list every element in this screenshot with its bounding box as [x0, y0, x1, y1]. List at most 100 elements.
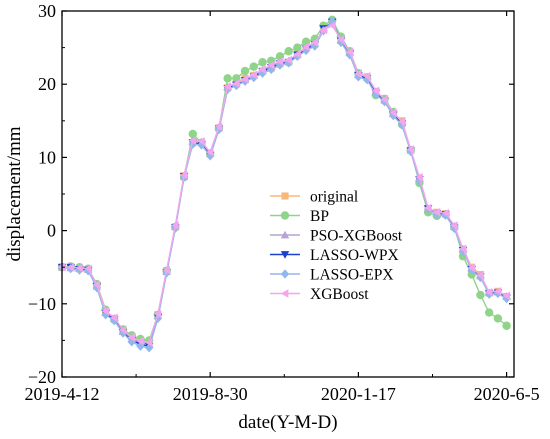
- data-point: [249, 70, 258, 79]
- data-point: [83, 264, 92, 273]
- data-point: [188, 139, 197, 149]
- data-point: [205, 148, 214, 157]
- data-point: [493, 287, 502, 296]
- data-point: [127, 333, 136, 342]
- x-tick-label: 2019-8-30: [173, 384, 248, 404]
- series-pso-xgboost: [57, 19, 511, 348]
- data-point: [197, 137, 205, 146]
- data-point: [415, 172, 423, 182]
- data-point: [240, 66, 250, 76]
- data-point: [319, 25, 327, 35]
- data-point: [258, 58, 267, 67]
- legend-item: LASSO-WPX: [270, 247, 399, 264]
- data-point: [249, 62, 258, 71]
- legend-label: LASSO-EPX: [310, 267, 394, 284]
- data-point: [223, 74, 232, 83]
- legend-item: XGBoost: [270, 286, 369, 303]
- data-point: [136, 341, 145, 351]
- series-original: [58, 18, 511, 347]
- data-point: [284, 55, 293, 65]
- data-point: [345, 47, 354, 57]
- data-point: [406, 145, 415, 154]
- legend-label: LASSO-WPX: [310, 247, 399, 264]
- data-point: [493, 314, 503, 323]
- y-tick-label: −20: [28, 367, 56, 387]
- series-line: [62, 20, 507, 348]
- legend-marker: [280, 211, 290, 220]
- data-point: [397, 117, 406, 126]
- data-point: [144, 338, 153, 347]
- data-point: [284, 47, 293, 56]
- data-point: [476, 290, 485, 300]
- legend-item: PSO-XGBoost: [270, 228, 403, 245]
- data-point: [127, 337, 136, 347]
- x-tick-label: 2020-6-5: [474, 384, 540, 404]
- data-point: [205, 151, 215, 161]
- data-point: [118, 325, 127, 335]
- x-tick-label: 2020-1-17: [321, 384, 396, 404]
- data-point: [179, 170, 188, 180]
- data-point: [136, 336, 144, 346]
- legend: original BP PSO-XGBoost LASSO-WPX LASSO-EPX X…: [270, 189, 403, 303]
- data-point: [258, 65, 266, 74]
- data-point: [293, 43, 302, 52]
- series-xgboost: [57, 21, 510, 347]
- y-tick-labels: −20 −10 0 10 20 30: [28, 1, 56, 387]
- legend-label: PSO-XGBoost: [310, 228, 403, 245]
- plot-series: [57, 15, 511, 353]
- series-lasso-epx: [57, 16, 511, 353]
- data-point: [267, 60, 275, 70]
- x-tick-labels: 2019-4-12 2019-8-30 2020-1-17 2020-6-5: [25, 384, 540, 404]
- series-lasso-wpx: [57, 18, 511, 351]
- data-point: [380, 95, 388, 104]
- data-point: [110, 313, 118, 322]
- legend-label: XGBoost: [310, 286, 369, 303]
- y-tick-label: 0: [47, 221, 56, 241]
- legend-item: LASSO-EPX: [270, 267, 394, 284]
- series-line: [62, 24, 507, 344]
- data-point: [293, 49, 301, 59]
- legend-item: BP: [270, 208, 329, 225]
- data-point: [153, 313, 163, 324]
- data-point: [502, 291, 510, 300]
- data-point: [423, 203, 432, 213]
- data-point: [232, 79, 240, 88]
- data-point: [441, 208, 449, 218]
- data-point: [101, 306, 109, 316]
- data-point: [476, 271, 484, 280]
- legend-marker: [280, 230, 290, 239]
- data-point: [188, 136, 197, 145]
- data-point: [450, 221, 458, 230]
- data-point: [484, 287, 493, 297]
- data-point: [362, 71, 371, 81]
- data-point: [502, 321, 511, 330]
- legend-marker: [281, 192, 289, 200]
- series-line: [61, 22, 507, 345]
- data-point: [171, 221, 179, 230]
- data-point: [389, 108, 397, 117]
- legend-item: original: [270, 189, 358, 206]
- data-point: [214, 122, 223, 131]
- data-point: [240, 74, 249, 84]
- legend-label: BP: [310, 208, 329, 225]
- data-point: [188, 129, 197, 139]
- data-point: [66, 263, 75, 272]
- axis-ticks: [61, 10, 514, 378]
- data-point: [354, 69, 362, 79]
- legend-marker: [280, 251, 290, 259]
- x-tick-label: 2019-4-12: [25, 384, 100, 404]
- data-point: [153, 309, 162, 319]
- y-tick-label: 30: [38, 1, 56, 21]
- data-point: [467, 263, 476, 273]
- legend-marker: [280, 289, 289, 298]
- legend-marker: [280, 269, 290, 279]
- data-point: [484, 308, 494, 317]
- data-point: [75, 263, 83, 273]
- x-axis-title: date(Y-M-D): [238, 412, 337, 433]
- legend-label: original: [310, 189, 358, 206]
- series-line: [61, 18, 508, 342]
- y-tick-label: 10: [38, 147, 56, 167]
- y-tick-label: 20: [38, 74, 56, 94]
